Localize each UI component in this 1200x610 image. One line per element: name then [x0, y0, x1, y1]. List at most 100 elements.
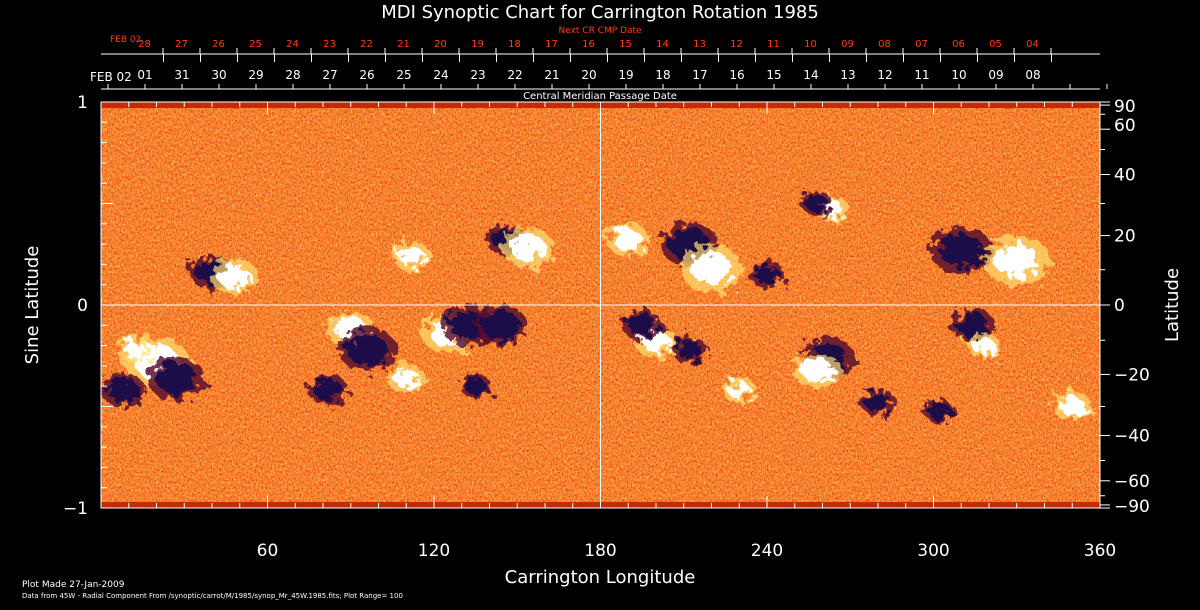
cmp-day-label: 19 — [618, 68, 633, 82]
y-tick-label-left: 0 — [77, 296, 88, 316]
cmp-day-label: 25 — [396, 68, 411, 82]
positive-polarity-region — [728, 381, 751, 399]
cmp-day-label: 30 — [211, 68, 226, 82]
negative-polarity-region — [107, 378, 140, 403]
next-cr-day-label: 14 — [656, 39, 669, 50]
cmp-date-axis: FEB 02 Central Meridian Passage Date — [90, 70, 1100, 102]
positive-polarity-region — [613, 229, 643, 251]
positive-polarity-region — [800, 357, 833, 382]
cmp-day-label: 22 — [507, 68, 522, 82]
y-tick-label-right: 0 — [1114, 296, 1125, 316]
next-cr-day-label: 26 — [212, 39, 225, 50]
next-cr-day-label: 22 — [360, 39, 373, 50]
y-tick-label-right: 60 — [1114, 116, 1136, 136]
next-cr-day-label: 25 — [249, 39, 262, 50]
negative-polarity-region — [927, 402, 951, 419]
positive-polarity-region — [972, 337, 995, 354]
next-cr-day-label: 08 — [878, 39, 891, 50]
x-tick-label: 180 — [584, 541, 616, 561]
positive-polarity-region — [994, 243, 1040, 278]
next-cr-day-label: 24 — [286, 39, 299, 50]
negative-polarity-region — [754, 264, 780, 285]
y-tick-label-right: −60 — [1114, 472, 1150, 492]
y-tick-label-right: 20 — [1114, 227, 1136, 247]
x-tick-label: 120 — [418, 541, 450, 561]
next-cr-cmp-date-axis: Next CR CMP Date FEB 02 — [101, 26, 1100, 55]
x-axis-label: Carrington Longitude — [505, 567, 696, 588]
cmp-day-label: 08 — [1025, 68, 1040, 82]
y-tick-label-right: −90 — [1114, 497, 1150, 517]
negative-polarity-region — [805, 195, 829, 212]
cmp-day-label: 12 — [877, 68, 892, 82]
y-axis-label-right: Latitude — [1162, 268, 1183, 342]
negative-polarity-region — [346, 334, 389, 366]
positive-polarity-region — [1059, 396, 1086, 417]
next-cr-day-label: 28 — [138, 39, 151, 50]
next-cr-day-label: 11 — [767, 39, 780, 50]
next-cr-start-label: FEB 02 — [110, 35, 141, 45]
negative-polarity-region — [865, 392, 891, 413]
cmp-day-label: 29 — [248, 68, 263, 82]
x-tick-label: 60 — [257, 541, 279, 561]
cmp-day-label: 16 — [729, 68, 744, 82]
next-cr-day-label: 27 — [175, 39, 188, 50]
positive-polarity-region — [399, 246, 425, 266]
y-tick-label-right: 90 — [1114, 97, 1136, 117]
negative-polarity-region — [481, 310, 520, 340]
cmp-day-label: 14 — [803, 68, 818, 82]
cmp-day-label: 09 — [988, 68, 1003, 82]
next-cr-day-label: 10 — [804, 39, 817, 50]
next-cr-day-label: 20 — [434, 39, 447, 50]
cmp-day-label: 18 — [655, 68, 670, 82]
next-cr-day-label: 18 — [508, 39, 521, 50]
x-tick-label: 300 — [917, 541, 949, 561]
next-cr-day-label: 04 — [1026, 39, 1039, 50]
cmp-day-label: 01 — [137, 68, 152, 82]
chart-title: MDI Synoptic Chart for Carrington Rotati… — [381, 2, 819, 23]
cmp-day-label: 27 — [322, 68, 337, 82]
cmp-day-label: 31 — [174, 68, 189, 82]
negative-polarity-region — [627, 314, 657, 337]
next-cr-day-label: 12 — [730, 39, 743, 50]
negative-polarity-region — [956, 313, 989, 338]
y-tick-label-right: −20 — [1114, 365, 1150, 385]
next-cr-day-label: 09 — [841, 39, 854, 50]
positive-polarity-region — [510, 234, 546, 262]
y-tick-label-right: −40 — [1114, 426, 1150, 446]
positive-polarity-region — [393, 368, 420, 388]
positive-polarity-region — [690, 252, 733, 285]
cmp-start-label: FEB 02 — [90, 70, 132, 84]
y-axis-label-left: Sine Latitude — [22, 246, 43, 365]
next-cr-day-label: 06 — [952, 39, 965, 50]
cmp-day-label: 17 — [692, 68, 707, 82]
y-tick-label-left: −1 — [63, 499, 88, 519]
cmp-date-label: Central Meridian Passage Date — [523, 91, 677, 102]
negative-polarity-region — [676, 340, 703, 360]
next-cr-day-label: 21 — [397, 39, 410, 50]
cmp-day-label: 15 — [766, 68, 781, 82]
negative-polarity-region — [314, 379, 343, 402]
cmp-day-label: 20 — [581, 68, 596, 82]
x-tick-label: 240 — [751, 541, 783, 561]
next-cr-day-label: 19 — [471, 39, 484, 50]
cmp-day-label: 10 — [951, 68, 966, 82]
next-cr-cmp-date-label: Next CR CMP Date — [558, 26, 642, 36]
positive-polarity-region — [123, 341, 146, 359]
cmp-day-label: 21 — [544, 68, 559, 82]
y-tick-label-right: 40 — [1114, 166, 1136, 186]
next-cr-day-label: 23 — [323, 39, 336, 50]
next-cr-day-label: 07 — [915, 39, 928, 50]
negative-polarity-region — [938, 233, 984, 267]
y-tick-label-left: 1 — [77, 93, 88, 113]
cmp-day-label: 11 — [914, 68, 929, 82]
next-cr-day-label: 16 — [582, 39, 595, 50]
x-tick-label: 360 — [1084, 541, 1116, 561]
data-source-note: Data from 45W - Radial Component From /s… — [22, 592, 403, 600]
cmp-day-label: 28 — [285, 68, 300, 82]
next-cr-day-label: 13 — [693, 39, 706, 50]
negative-polarity-region — [464, 377, 487, 395]
next-cr-day-label: 15 — [619, 39, 632, 50]
next-cr-day-label: 05 — [989, 39, 1002, 50]
plot-made-note: Plot Made 27-Jan-2009 — [22, 580, 125, 590]
cmp-day-label: 13 — [840, 68, 855, 82]
